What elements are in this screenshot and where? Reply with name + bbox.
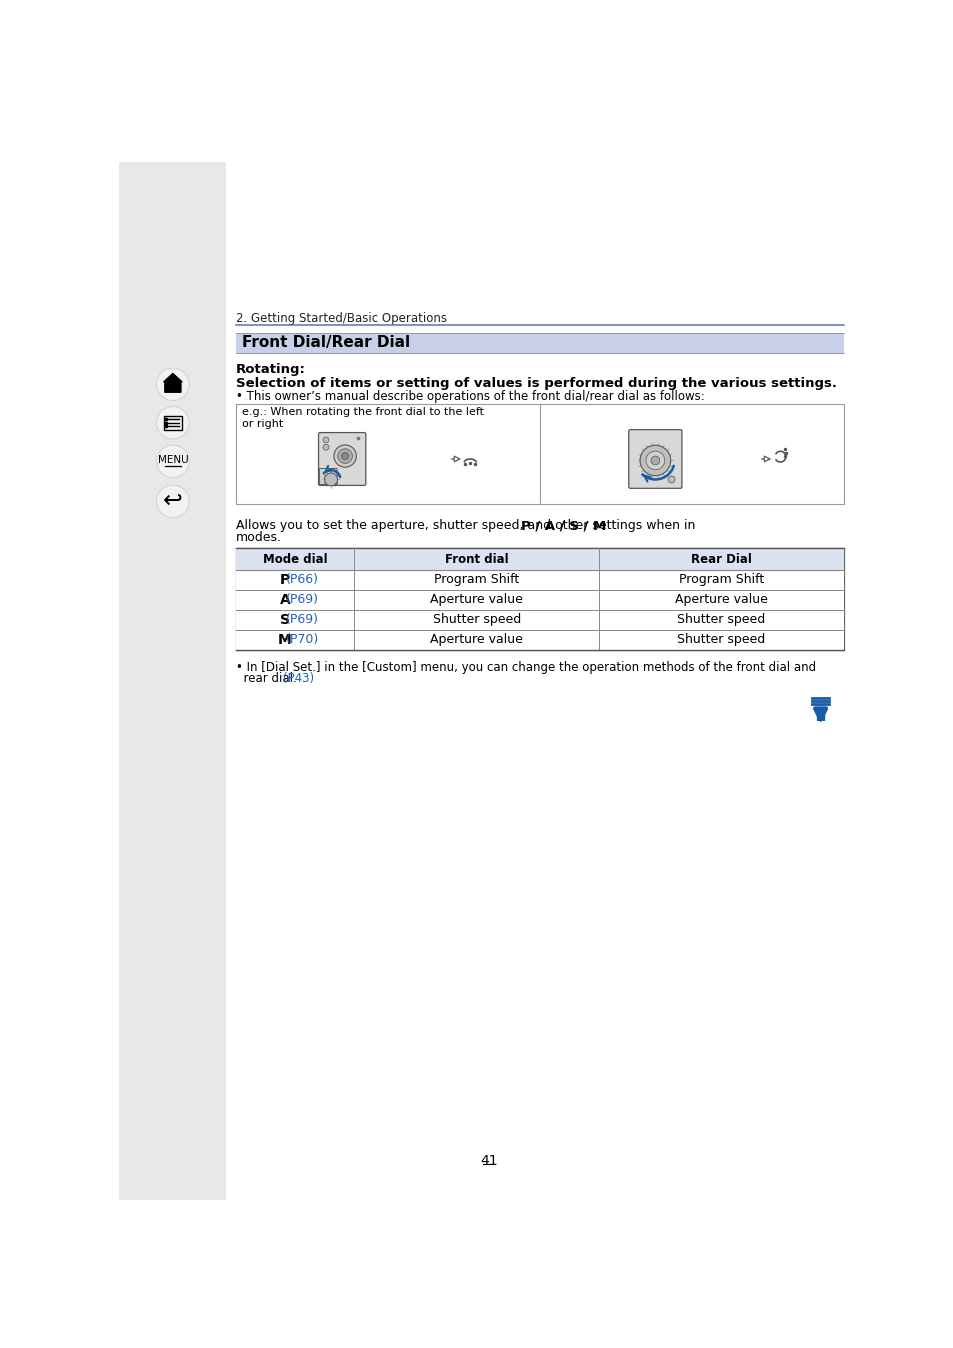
FancyBboxPatch shape [318, 433, 365, 485]
Text: Aperture value: Aperture value [430, 634, 522, 647]
Polygon shape [165, 375, 180, 392]
Circle shape [156, 407, 189, 439]
Text: (P66): (P66) [286, 573, 319, 586]
Text: rear dial.: rear dial. [235, 673, 300, 685]
Bar [235, 549, 843, 570]
Text: (P43): (P43) [283, 673, 314, 685]
Text: Aperture value: Aperture value [675, 593, 767, 607]
Bar [235, 630, 843, 650]
Bar [235, 570, 843, 590]
Circle shape [323, 437, 329, 443]
Text: Shutter speed: Shutter speed [677, 613, 765, 627]
Bar [235, 333, 843, 353]
Text: modes.: modes. [235, 531, 281, 545]
Circle shape [156, 485, 189, 518]
Text: Program Shift: Program Shift [679, 573, 763, 586]
Bar [235, 403, 843, 504]
Circle shape [334, 445, 355, 468]
Text: Mode dial: Mode dial [262, 553, 327, 566]
Text: MENU: MENU [157, 454, 188, 465]
Text: Aperture value: Aperture value [430, 593, 522, 607]
Text: M: M [278, 634, 292, 647]
Text: Program Shift: Program Shift [434, 573, 518, 586]
Circle shape [341, 453, 348, 460]
FancyBboxPatch shape [319, 469, 336, 485]
Text: • In [Dial Set.] in the [Custom] menu, you can change the operation methods of t: • In [Dial Set.] in the [Custom] menu, y… [235, 661, 815, 674]
Text: 41: 41 [479, 1154, 497, 1167]
Text: Rear Dial: Rear Dial [690, 553, 751, 566]
Text: S: S [279, 613, 290, 627]
Bar [235, 590, 843, 609]
Text: Shutter speed: Shutter speed [432, 613, 520, 627]
Circle shape [639, 445, 670, 476]
Bar [119, 162, 226, 1200]
Circle shape [323, 445, 329, 450]
FancyBboxPatch shape [628, 430, 681, 488]
Circle shape [156, 368, 189, 400]
Text: 2. Getting Started/Basic Operations: 2. Getting Started/Basic Operations [235, 311, 446, 325]
Text: ↩: ↩ [163, 488, 183, 512]
Circle shape [337, 449, 352, 464]
Polygon shape [163, 373, 182, 381]
Bar [235, 549, 843, 650]
Text: Front Dial/Rear Dial: Front Dial/Rear Dial [242, 336, 410, 350]
Circle shape [650, 456, 659, 465]
Circle shape [667, 476, 675, 483]
Text: P / A / S / M: P / A / S / M [520, 519, 606, 532]
Text: • This owner’s manual describe operations of the front dial/rear dial as follows: • This owner’s manual describe operation… [235, 390, 703, 403]
Text: P: P [279, 573, 290, 586]
Text: Shutter speed: Shutter speed [677, 634, 765, 647]
Circle shape [156, 445, 189, 477]
Bar [163, 417, 182, 430]
Text: A: A [279, 593, 290, 607]
Text: e.g.: When rotating the front dial to the left
or right: e.g.: When rotating the front dial to th… [242, 407, 483, 429]
Text: Rotating:: Rotating: [235, 364, 305, 376]
Text: (P69): (P69) [286, 613, 319, 627]
Bar [235, 609, 843, 630]
Text: Allows you to set the aperture, shutter speed, and other settings when in: Allows you to set the aperture, shutter … [235, 519, 699, 532]
Circle shape [645, 452, 664, 470]
Text: Selection of items or setting of values is performed during the various settings: Selection of items or setting of values … [235, 376, 836, 390]
Text: Front dial: Front dial [444, 553, 508, 566]
Text: (P70): (P70) [286, 634, 319, 647]
Circle shape [324, 473, 337, 485]
Text: (P69): (P69) [286, 593, 319, 607]
